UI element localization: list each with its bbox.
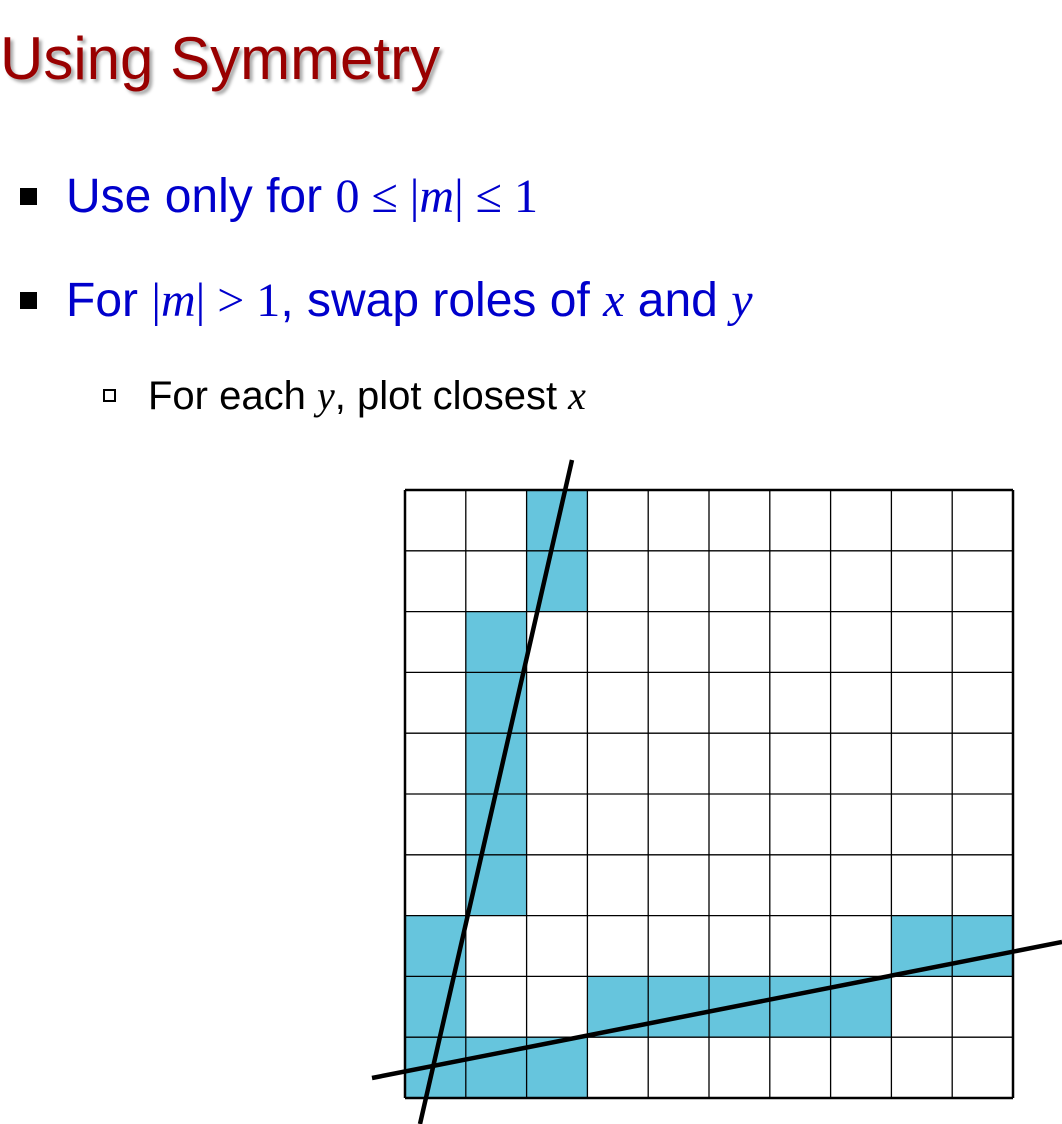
filled-cell	[769, 976, 831, 1038]
bullet-1-math-tail: | ≤ 1	[454, 170, 539, 223]
bullet-square-2	[20, 292, 37, 309]
bullet-2-lead: For	[66, 274, 152, 327]
bullet-2-math-close: | > 1	[195, 274, 281, 327]
sub-bullet-var-y: y	[316, 373, 335, 418]
bullet-1-lead: Use only for	[66, 170, 336, 223]
filled-cell	[465, 611, 527, 673]
bullet-2-mid: , swap roles of	[280, 274, 604, 327]
filled-cell	[526, 550, 588, 612]
bullet-2: For |m| > 1, swap roles of x and y	[66, 277, 753, 325]
sub-bullet: For each y, plot closest x	[148, 373, 586, 418]
bullet-1: Use only for 0 ≤ |m| ≤ 1	[66, 173, 538, 221]
bullet-1-math: 0 ≤ |	[335, 170, 420, 223]
filled-cell	[648, 976, 709, 1038]
sub-bullet-square	[103, 389, 116, 402]
slide-title: Using Symmetry	[0, 25, 441, 92]
pixel-grid	[403, 488, 1015, 1100]
bullet-1-math-var: m	[419, 170, 455, 223]
bullet-2-var-y: y	[731, 274, 753, 327]
filled-cell	[465, 794, 527, 855]
bullet-square-1	[20, 188, 37, 205]
bullet-2-math-open: |	[151, 274, 161, 327]
filled-cell	[465, 1037, 527, 1098]
bullet-2-math-var: m	[160, 274, 196, 327]
bullet-2-var-x: x	[603, 274, 625, 327]
sub-bullet-mid: , plot closest	[334, 374, 569, 418]
filled-cell	[405, 976, 466, 1038]
bullet-2-and: and	[624, 274, 732, 327]
shallow-line	[371, 939, 1062, 1081]
filled-cell	[952, 915, 1013, 977]
steep-line	[417, 459, 575, 1124]
sub-bullet-lead: For each	[148, 374, 317, 418]
sub-bullet-var-x: x	[568, 373, 586, 418]
